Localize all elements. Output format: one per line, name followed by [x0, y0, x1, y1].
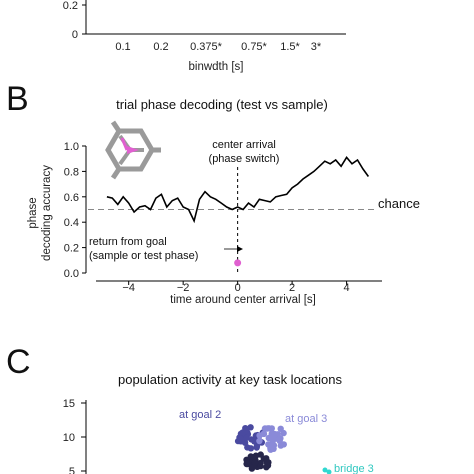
panel-b-xtick-label: 2 [289, 282, 295, 294]
panel-a-xtick-label: 3* [311, 41, 322, 53]
goal3-cluster-label: at goal 3 [285, 413, 327, 425]
scatter-point [261, 425, 269, 432]
panel-b-ylabel-line1: phase [27, 197, 39, 228]
panel-a: 0.2 0 0.1 0.2 0.375* 0.75* 1.5* 3* binwd… [63, 0, 346, 73]
scatter-point [247, 445, 255, 452]
scatter-point [256, 437, 263, 445]
phase-switch-annotation: (phase switch) [209, 153, 280, 165]
scatter-point [242, 425, 249, 432]
scatter-point [269, 435, 276, 442]
panel-b-yticks: 0.0 0.2 0.4 0.6 0.8 1.0 [64, 141, 86, 280]
panel-b-xtick-label: −4 [122, 282, 135, 294]
scatter-point [326, 469, 332, 474]
panel-a-xtick-label: 1.5* [280, 41, 300, 53]
panel-b-xlabel: time around center arrival [s] [170, 294, 316, 306]
panel-b-xtick-label: −2 [177, 282, 190, 294]
annotation-arrowhead [237, 246, 243, 252]
panel-c-ytick-label: 5 [69, 466, 75, 474]
panel-b-ytick-label: 1.0 [64, 141, 79, 153]
goal2-cluster-label: at goal 2 [179, 409, 221, 421]
scatter-point [242, 434, 250, 442]
panel-b-ylabel-line2: decoding accuracy [41, 165, 53, 261]
scatter-point [248, 465, 256, 472]
scatter-point [247, 424, 254, 431]
scatter-point [263, 464, 270, 471]
panel-a-ytick-label: 0 [72, 29, 78, 41]
panel-a-xtick-label: 0.1 [115, 41, 130, 53]
panel-b-ytick-label: 0.0 [64, 268, 79, 280]
scatter-point [269, 441, 277, 448]
scatter-point [251, 459, 259, 466]
scatter-point [276, 437, 283, 444]
maze-icon [105, 120, 161, 180]
chance-label: chance [378, 196, 420, 211]
panel-b-ytick-label: 0.2 [64, 243, 79, 255]
panel-c-letter: C [6, 343, 31, 381]
panel-c-scatter [234, 424, 332, 474]
return-from-goal-marker [234, 259, 242, 267]
panel-b-ytick-label: 0.4 [64, 217, 79, 229]
panel-b-letter: B [6, 80, 29, 118]
panel-a-xtick-label: 0.75* [241, 41, 267, 53]
panel-b-xticks: −4 −2 0 2 4 [122, 281, 350, 294]
return-from-goal-annotation: return from goal [89, 236, 167, 248]
scatter-point [263, 457, 270, 465]
panel-b-xtick-label: 0 [235, 282, 241, 294]
panel-c-ytick-label: 10 [63, 432, 75, 444]
scatter-point [257, 462, 264, 470]
panel-a-xtick-label: 0.375* [190, 41, 223, 53]
panel-b-xtick-label: 4 [344, 282, 350, 294]
panel-c-ytick-label: 15 [63, 398, 75, 410]
scatter-point [256, 432, 263, 439]
decoding-accuracy-line [106, 156, 370, 224]
panel-a-xtick-label: 0.2 [153, 41, 168, 53]
scatter-point [238, 436, 245, 443]
scatter-point [280, 429, 287, 437]
panel-b: B trial phase decoding (test vs sample) … [6, 80, 420, 306]
scatter-point [277, 442, 284, 449]
bridge3-cluster-label: bridge 3 [334, 463, 374, 474]
panel-b-ytick-label: 0.8 [64, 166, 79, 178]
panel-c-title: population activity at key task location… [118, 372, 343, 387]
panel-a-ytick-label: 0.2 [63, 0, 78, 12]
panel-b-title: trial phase decoding (test vs sample) [116, 97, 328, 112]
scatter-point [257, 451, 264, 458]
panel-c: C population activity at key task locati… [6, 343, 374, 474]
panel-b-ytick-label: 0.6 [64, 192, 79, 204]
center-arrival-annotation: center arrival [212, 139, 276, 151]
panel-a-xlabel: binwdth [s] [189, 61, 244, 73]
scatter-point [322, 467, 328, 473]
sample-or-test-annotation: (sample or test phase) [89, 250, 198, 262]
scatter-point [247, 453, 254, 460]
